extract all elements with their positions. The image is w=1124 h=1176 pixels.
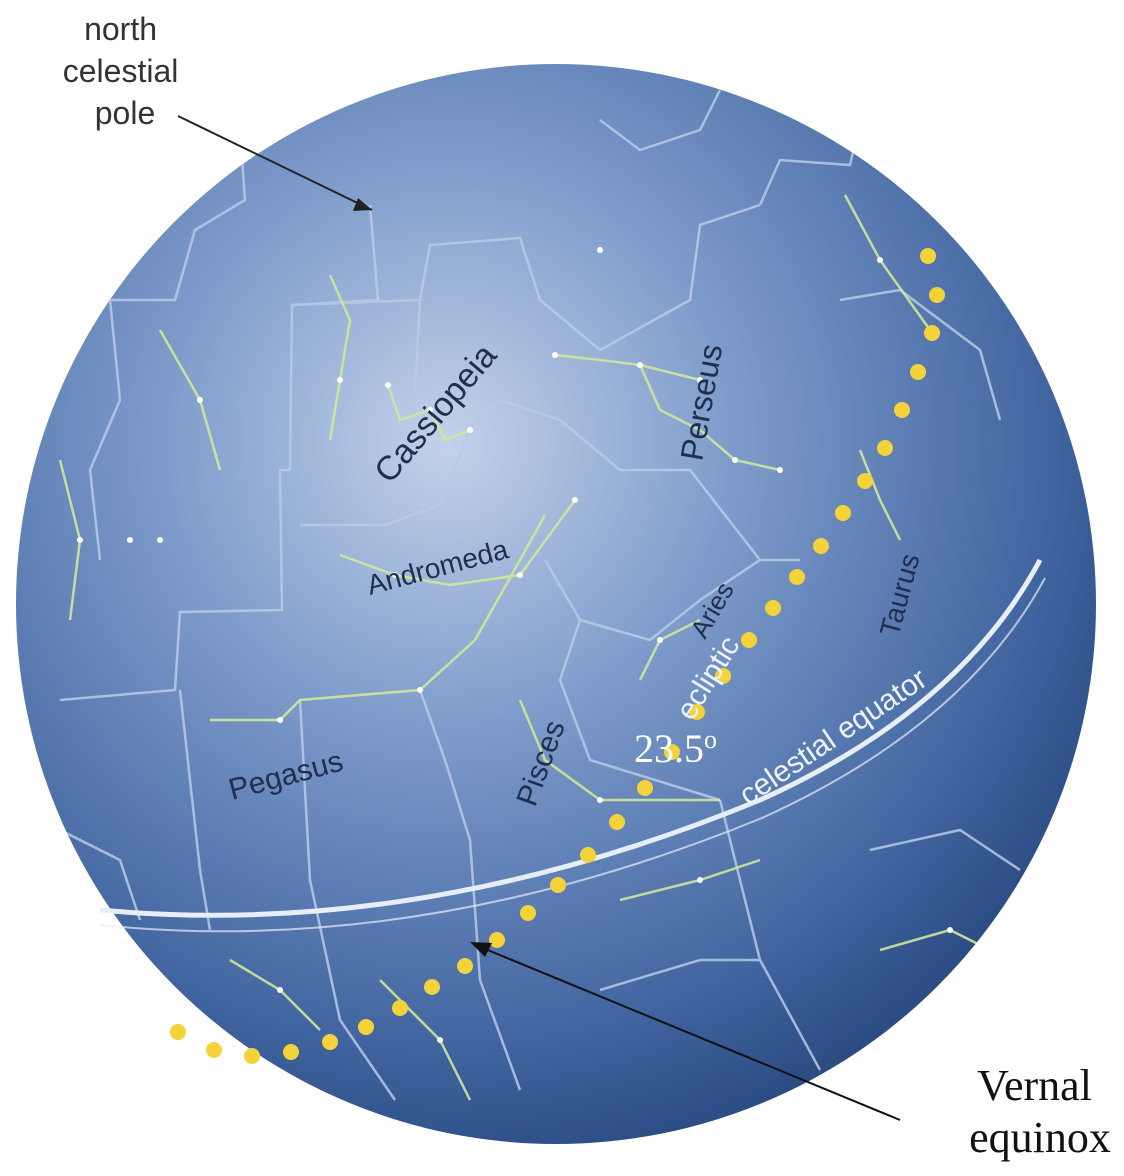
label-angle: 23.5o [634, 725, 717, 771]
vernal-equinox-pointer [477, 945, 901, 1121]
north-pole-arrowhead [353, 198, 372, 211]
celestial-equator-line-inner [99, 577, 1046, 933]
constellation-boundaries [39, 89, 1021, 1101]
celestial-sphere [16, 64, 1096, 1144]
stars [77, 247, 953, 1043]
north-pole-label: north celestial pole [63, 11, 188, 131]
celestial-equator-line [99, 558, 1043, 918]
vernal-equinox-arrowhead [470, 942, 492, 957]
vernal-equinox-label: Vernal equinox [969, 1061, 1111, 1162]
north-pole-pointer [177, 115, 373, 211]
ecliptic-dots [170, 248, 945, 1064]
